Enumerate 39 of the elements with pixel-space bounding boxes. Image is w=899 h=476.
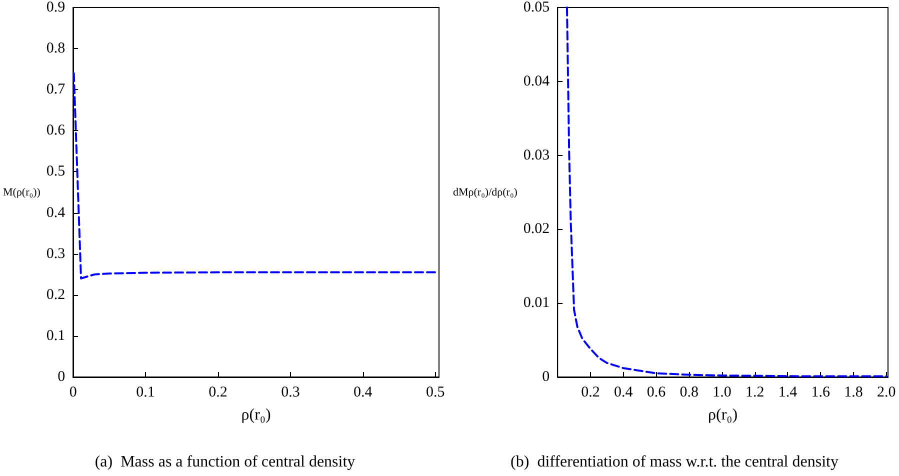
y-tick-label: 0.03	[523, 147, 550, 164]
line-series	[566, 6, 888, 378]
x-tick-label: 0.8	[680, 384, 698, 400]
y-tick-label: 0.1	[46, 328, 66, 344]
y-tick-label: 0.5	[46, 164, 66, 180]
y-axis-title: M(ρ(r₀))	[3, 186, 41, 198]
y-tick-label: 0.3	[46, 246, 66, 262]
y-tick-label: 0.04	[523, 73, 550, 90]
y-tick-label: 0.01	[523, 295, 550, 312]
x-tick-label: 0.2	[208, 384, 228, 400]
x-tick-label: 0.3	[281, 384, 300, 400]
y-tick-label: 0.6	[46, 122, 66, 139]
x-tick-label: 1.6	[811, 384, 830, 400]
y-tick-label: 0.7	[46, 82, 66, 98]
y-axis-title: dMρ(r₀)/dρ(r₀)	[452, 186, 518, 198]
x-tick-label: 2.0	[876, 384, 896, 400]
text: (a) Mass as a function of central density	[94, 454, 356, 470]
x-tick-label: 0.6	[646, 384, 666, 400]
x-tick-label: 1.8	[844, 384, 863, 400]
x-tick-label: 0	[69, 384, 77, 400]
y-tick-label: 0.9	[46, 0, 66, 16]
y-tick-label: 0	[58, 369, 66, 385]
x-tick-label: 0.5	[426, 384, 445, 400]
y-tick-label: 0.02	[523, 221, 550, 238]
y-tick-label: 0.8	[46, 40, 66, 57]
text: (b) differentiation of mass w.r.t. the central density	[510, 454, 838, 470]
x-tick-label: 0.1	[136, 384, 155, 400]
y-tick-label: 0.05	[523, 0, 550, 16]
x-axis-title: ρ(r₀)	[241, 406, 271, 424]
x-tick-label: 1.0	[712, 384, 732, 400]
x-tick-label: 0.4	[354, 384, 373, 400]
y-tick-label: 0.2	[46, 286, 66, 303]
x-tick-label: 1.2	[745, 384, 764, 400]
y-tick-label: 0.4	[46, 204, 66, 221]
x-tick-label: 0.2	[581, 384, 600, 400]
x-tick-label: 0.4	[614, 384, 634, 400]
x-tick-label: 1.4	[778, 384, 798, 400]
x-axis-title: ρ(r₀)	[708, 406, 738, 424]
y-tick-label: 0	[542, 369, 550, 385]
